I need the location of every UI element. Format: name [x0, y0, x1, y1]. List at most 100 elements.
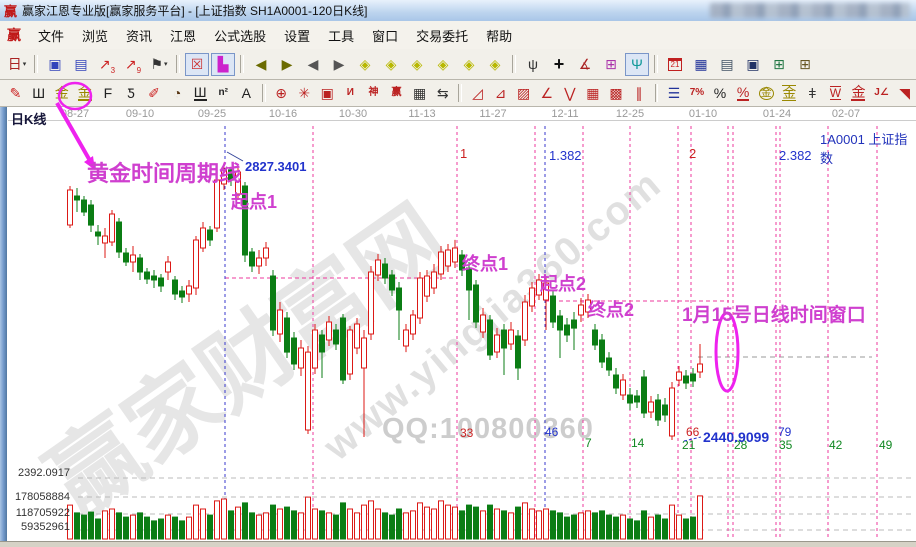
percent-icon[interactable]: %	[713, 85, 727, 101]
diamond-left-icon[interactable]: ◈	[359, 56, 371, 72]
stock-pick-icon[interactable]: ☒	[185, 52, 209, 76]
calendar-icon[interactable]: 21	[663, 53, 687, 76]
minute9-chart-icon[interactable]: ↗ 9	[124, 56, 142, 75]
target-circle-icon[interactable]: ⊕	[275, 85, 287, 101]
menu-item-3[interactable]: 江恩	[170, 28, 197, 44]
menu-item-5[interactable]: 设置	[284, 28, 311, 44]
gann-fan-icon[interactable]: ◿	[472, 85, 483, 101]
gann-wheel-icon[interactable]: ◔	[172, 85, 182, 101]
date-tick-label: 09-25	[197, 108, 227, 120]
hand-tool-icon[interactable]: ψ	[528, 56, 538, 72]
menu-item-2[interactable]: 资讯	[126, 28, 153, 44]
ruler-flame-icon[interactable]: ǂ	[808, 85, 817, 101]
color-histogram-icon[interactable]: ▙	[211, 52, 235, 76]
net-download-icon[interactable]: ⊞	[799, 56, 811, 72]
toolbar-separator	[261, 84, 266, 102]
gold-lines-icon[interactable]: 金	[782, 85, 797, 101]
grid123-icon[interactable]: ▦	[412, 85, 427, 101]
flag-marker-button[interactable]: ⚑ ▾	[150, 56, 168, 72]
diamond-right-icon[interactable]: ◈	[385, 56, 397, 72]
price-level-icon[interactable]: ☰	[667, 85, 681, 101]
menu-item-9[interactable]: 帮助	[486, 28, 513, 44]
date-tick-label: 12-25	[615, 108, 645, 120]
gann-group-icon[interactable]: ⊞	[605, 56, 617, 72]
low-price-label: 2440.9099	[703, 429, 770, 445]
diamond-full-icon[interactable]: ◈	[489, 56, 501, 72]
dense-grid-icon[interactable]: ▩	[609, 85, 623, 101]
date-tick-label: 10-30	[338, 108, 368, 120]
next-page-icon[interactable]: ▶	[333, 56, 345, 72]
percent-line-icon[interactable]: %	[736, 84, 750, 101]
wave-band-icon[interactable]: W	[829, 86, 842, 100]
menu-item-1[interactable]: 浏览	[82, 28, 109, 44]
brush-line-icon[interactable]: ✐	[148, 85, 160, 101]
diamond-expand-icon[interactable]: ◈	[463, 56, 475, 72]
spiral-icon[interactable]: Ƽ	[127, 85, 135, 101]
time-comb-icon[interactable]: Ш	[32, 85, 46, 101]
gold-underline-icon[interactable]: 金	[851, 84, 866, 101]
chart-area[interactable]	[0, 107, 916, 541]
date-tick-label: 09-10	[125, 108, 155, 120]
starburst-icon[interactable]: ✳	[298, 85, 311, 101]
partial-edge-icon[interactable]: ◥	[899, 85, 911, 101]
window-left-frame	[0, 107, 7, 541]
titlebar[interactable]: 赢 赢家江恩专业版[赢家服务平台] - [上证指数 SH1A0001-120日K…	[0, 0, 916, 22]
volume-scale-label-1: 178058884	[14, 491, 70, 503]
grid-icon[interactable]: ▦	[586, 85, 600, 101]
golden-time-cycle-icon[interactable]: 金	[54, 85, 69, 101]
menu-item-0[interactable]: 文件	[38, 28, 65, 44]
ying-tool-icon[interactable]: 赢	[391, 87, 402, 98]
prev-page-icon[interactable]: ◀	[307, 56, 319, 72]
toolbar-separator	[512, 55, 516, 73]
menu-item-7[interactable]: 窗口	[372, 28, 399, 44]
fibonacci-time-icon[interactable]: F	[103, 85, 113, 101]
annotation-golden-time-cycle: 黄金时间周期线	[87, 161, 242, 186]
j-angle-icon[interactable]: J∠	[874, 87, 889, 98]
save-icon[interactable]: ▣	[746, 56, 760, 72]
quote-list-icon[interactable]: ▤	[74, 56, 88, 72]
diamond-compress-icon[interactable]: ◈	[437, 56, 449, 72]
toolbar-separator	[654, 84, 659, 102]
net-upload-icon[interactable]: ⊞	[773, 56, 785, 72]
peak-price-label: 2827.3401	[245, 159, 307, 174]
angle-tool-icon[interactable]: ∡	[578, 56, 592, 72]
gold-circle-icon[interactable]: 金	[758, 86, 774, 100]
percent-retrace-icon[interactable]: 7%	[689, 87, 705, 98]
calculator-icon[interactable]: ▦	[694, 56, 708, 72]
cycle-comb-icon[interactable]: Ш	[193, 84, 207, 101]
menu-item-4[interactable]: 公式选股	[214, 28, 267, 44]
minute3-chart-icon[interactable]: ↗ 3	[98, 56, 116, 75]
crosshair-tool-icon[interactable]: +	[553, 54, 565, 74]
angle-lines-icon[interactable]: ∠	[540, 85, 553, 101]
golden-ratio-icon[interactable]: 金	[77, 84, 92, 101]
chart-window-icon[interactable]: ▣	[48, 56, 62, 72]
shen-tool-icon[interactable]: 神	[368, 87, 379, 98]
menu-item-6[interactable]: 工具	[328, 28, 355, 44]
symbol-label: 1A0001 上证指数	[820, 132, 908, 166]
zigzag-icon[interactable]: ⋁	[564, 85, 576, 101]
apex-icon[interactable]: A	[241, 85, 251, 101]
toolbar-separator	[458, 84, 462, 102]
window-bottom-frame	[0, 541, 916, 547]
date-tick-label: 11-13	[408, 108, 436, 120]
width-measure-icon[interactable]: ⇆	[436, 85, 449, 101]
ray-box-icon[interactable]: ▨	[517, 85, 531, 101]
pane-title-kline: 日K线	[11, 112, 47, 127]
ai-brain-icon[interactable]: Ψ	[625, 52, 649, 76]
square-spiral-icon[interactable]: ▣	[320, 85, 334, 101]
last-page-icon[interactable]: ▶	[281, 56, 293, 72]
notebook-icon[interactable]: ▤	[720, 56, 734, 72]
first-page-icon[interactable]: ◀	[255, 56, 267, 72]
annotation-end-point-2: 终点2	[588, 300, 635, 320]
menu-item-8[interactable]: 交易委托	[416, 28, 469, 44]
diamond-hswap-icon[interactable]: ◈	[411, 56, 423, 72]
draw-pen-icon[interactable]: ✎	[9, 85, 22, 101]
kline-period-button[interactable]: 日 ▾	[7, 56, 27, 72]
square-n2-icon[interactable]: n²	[218, 87, 228, 98]
fan-box-icon[interactable]: ⊿	[494, 85, 507, 101]
annotation-end-point-1: 终点1	[462, 254, 509, 274]
date-tick-label: 10-16	[268, 108, 298, 120]
parallel-lines-icon[interactable]: ∥	[635, 85, 643, 101]
corner-mark-icon[interactable]: И	[346, 87, 354, 98]
